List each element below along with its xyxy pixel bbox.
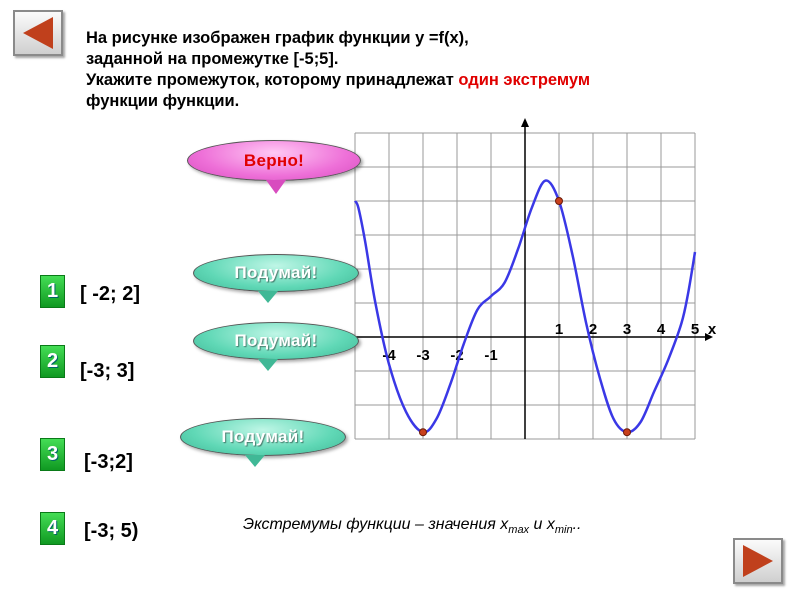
task-line-1: На рисунке изображен график функции y =f… bbox=[86, 29, 469, 47]
answer-4-text[interactable]: [-3; 5) bbox=[84, 520, 139, 542]
function-curve bbox=[353, 179, 697, 434]
x-tick-label: 1 bbox=[555, 321, 563, 338]
task-highlight: один экстремум bbox=[458, 71, 591, 89]
note-middle: и x bbox=[529, 516, 555, 533]
task-line-3-prefix: Укажите промежуток, которому принадлежат bbox=[86, 71, 459, 89]
bubble-tail bbox=[245, 455, 265, 467]
task-text: На рисунке изображен график функции y =f… bbox=[86, 28, 726, 112]
graph-tick-labels: -4 -3 -2 -11 2 3 4 5 x bbox=[382, 321, 717, 364]
bubble-tail bbox=[258, 359, 278, 371]
answer-1-button[interactable]: 1 bbox=[40, 275, 65, 308]
answer-2-text[interactable]: [-3; 3] bbox=[80, 360, 135, 382]
x-axis-label: x bbox=[708, 321, 717, 338]
answer-3-button[interactable]: 3 bbox=[40, 438, 65, 471]
extremum-definition-note: Экстремумы функции – значения xmax и xmi… bbox=[243, 516, 581, 536]
answer-4-button[interactable]: 4 bbox=[40, 512, 65, 545]
answer-1-text[interactable]: [ -2; 2] bbox=[80, 283, 140, 305]
x-tick-label: 4 bbox=[657, 321, 666, 338]
extremum-point bbox=[419, 428, 427, 437]
feedback-think-bubble-1: Подумай! bbox=[193, 254, 359, 292]
task-line-3: Укажите промежуток, которому принадлежат… bbox=[86, 70, 726, 91]
y-axis-arrow-icon bbox=[521, 118, 529, 127]
x-tick-label: 5 bbox=[691, 321, 699, 338]
note-sub-min: min bbox=[554, 524, 573, 537]
triangle-right-icon bbox=[743, 545, 773, 577]
answer-3-text[interactable]: [-3;2] bbox=[84, 451, 133, 473]
answer-2-button[interactable]: 2 bbox=[40, 345, 65, 378]
extremum-point bbox=[555, 197, 563, 205]
extremum-points bbox=[419, 197, 631, 437]
x-tick-label: -1 bbox=[484, 347, 497, 364]
bubble-tail bbox=[258, 291, 278, 303]
graph-axes bbox=[355, 118, 713, 439]
x-tick-label: 3 bbox=[623, 321, 631, 338]
next-slide-button[interactable] bbox=[733, 538, 783, 584]
x-tick-label: 2 bbox=[589, 321, 597, 338]
bubble-tail bbox=[266, 180, 286, 194]
task-line-2: заданной на промежутке [-5;5]. bbox=[86, 50, 339, 68]
x-tick-label: -3 bbox=[416, 347, 429, 364]
note-prefix: Экстремумы функции – значения x bbox=[243, 516, 509, 533]
extremum-point bbox=[623, 428, 631, 437]
feedback-think-bubble-2: Подумай! bbox=[193, 322, 359, 360]
note-sub-max: max bbox=[508, 524, 530, 537]
feedback-correct-bubble: Верно! bbox=[187, 140, 361, 181]
task-line-4: функции функции. bbox=[86, 92, 240, 110]
feedback-think-bubble-3: Подумай! bbox=[180, 418, 346, 456]
triangle-left-icon bbox=[23, 17, 53, 49]
x-axis-arrow-icon bbox=[705, 333, 713, 341]
previous-slide-button[interactable] bbox=[13, 10, 63, 56]
note-suffix: .. bbox=[572, 516, 582, 533]
